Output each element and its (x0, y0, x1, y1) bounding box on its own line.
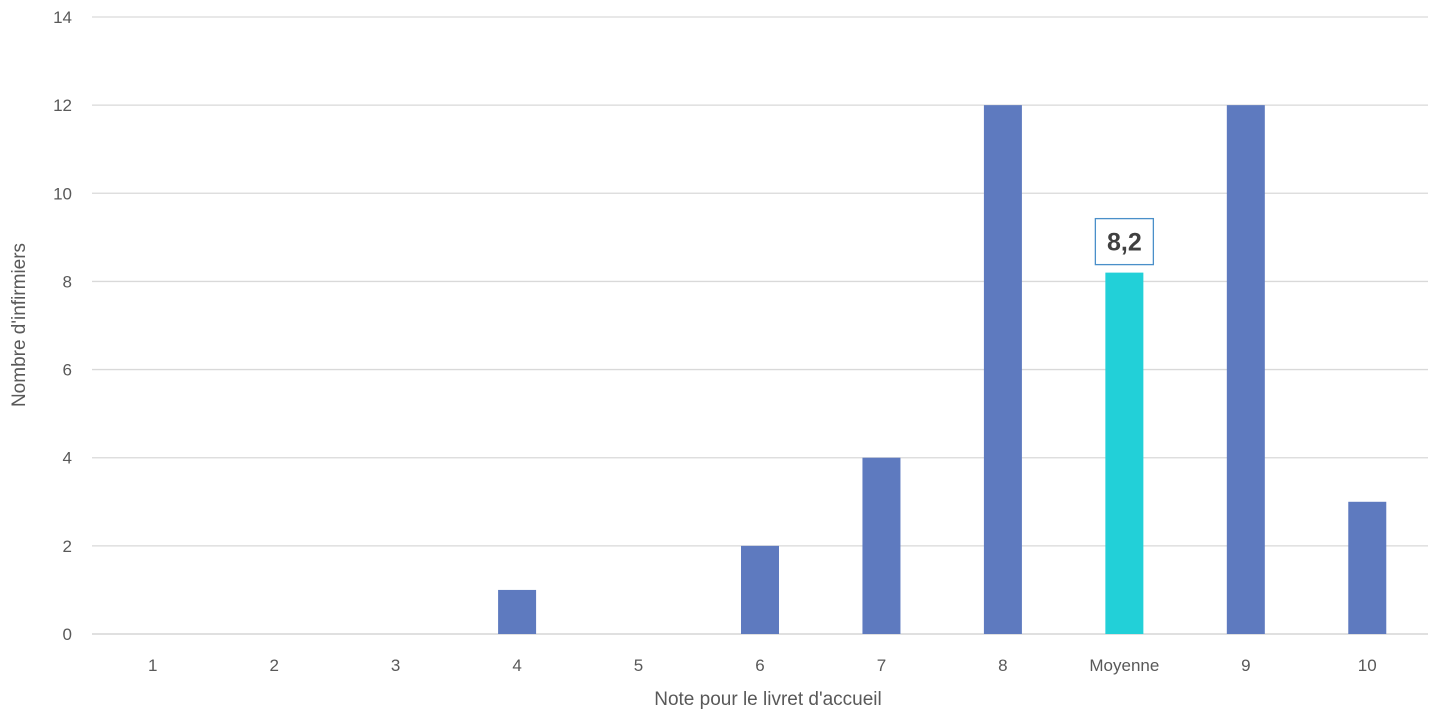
x-tick-label: 1 (148, 656, 157, 675)
x-tick-label: 5 (634, 656, 643, 675)
bar-10 (1348, 501, 1387, 634)
x-axis-ticks: 1 2 3 4 5 6 7 8 Moyenne 9 10 (148, 656, 1377, 675)
x-tick-label: 9 (1241, 656, 1250, 675)
y-tick-label: 12 (53, 96, 72, 115)
x-axis-title: Note pour le livret d'accueil (654, 689, 882, 710)
bars (498, 105, 1387, 634)
bar-6 (741, 545, 779, 634)
x-tick-label: 4 (512, 656, 521, 675)
y-tick-label: 8 (63, 272, 72, 291)
data-labels: 8,2 (1094, 217, 1155, 266)
y-tick-label: 10 (53, 184, 72, 203)
x-tick-label: 2 (269, 656, 278, 675)
y-tick-label: 6 (63, 361, 72, 380)
bar-4 (498, 589, 537, 634)
y-axis-ticks: 0 2 4 6 8 10 12 14 (53, 8, 72, 644)
x-tick-label: Moyenne (1089, 656, 1159, 675)
x-tick-label: 8 (998, 656, 1007, 675)
y-tick-label: 14 (53, 8, 72, 27)
data-label-box (1094, 217, 1155, 266)
y-axis-title: Nombre d'infirmiers (9, 243, 30, 407)
bar-8 (983, 105, 1022, 634)
x-tick-label: 7 (877, 656, 886, 675)
bar-7 (862, 457, 901, 634)
x-tick-label: 3 (391, 656, 400, 675)
y-tick-label: 0 (63, 625, 72, 644)
y-tick-label: 4 (63, 449, 72, 468)
y-tick-label: 2 (63, 537, 72, 556)
x-tick-label: 10 (1358, 656, 1377, 675)
bar-9 (1226, 105, 1265, 634)
x-tick-label: 6 (755, 656, 764, 675)
bar-moyenne (1105, 272, 1144, 634)
data-label-moyenne: 8,2 (1107, 229, 1142, 257)
